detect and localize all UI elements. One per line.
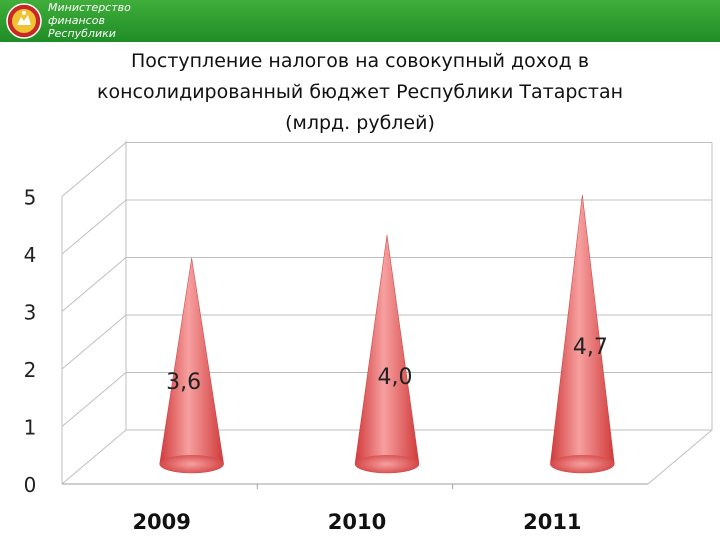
ministry-line: финансов (48, 14, 105, 27)
cone-base (159, 455, 224, 473)
side-gridline (61, 429, 127, 485)
x-tick-label: 2009 (132, 510, 190, 534)
cone-bar (159, 258, 224, 474)
cone-base (355, 455, 419, 473)
y-tick-label: 0 (24, 473, 37, 497)
x-tick-label: 2011 (523, 510, 581, 534)
side-gridline (61, 314, 127, 370)
ministry-line: Республики (48, 27, 116, 40)
ministry-line: Министерство (48, 1, 131, 14)
chart-title-line: Поступление налогов на совокупный доход … (130, 50, 590, 72)
y-tick-label: 5 (24, 186, 37, 210)
chart-title-line: консолидированный бюджет Республики Тата… (96, 81, 624, 103)
y-tick-label: 2 (24, 358, 37, 382)
chart-title-line: (млрд. рублей) (285, 112, 435, 134)
y-tick-label: 4 (24, 243, 37, 267)
tatarstan-emblem-icon (6, 3, 42, 39)
side-gridline (61, 372, 127, 427)
chart-title: Поступление налогов на совокупный доход … (20, 46, 700, 139)
ministry-name: Министерство финансов Республики (48, 1, 168, 40)
side-gridline (61, 257, 127, 312)
y-tick-label: 3 (24, 301, 37, 325)
cone-base (550, 455, 615, 473)
header-bar: Министерство финансов Республики (0, 0, 720, 42)
data-label: 3,6 (166, 370, 201, 395)
side-gridline (61, 199, 127, 255)
floor-right-edge (647, 429, 713, 485)
data-label: 4,7 (573, 335, 608, 360)
data-label: 4,0 (378, 365, 413, 390)
y-tick-label: 1 (24, 416, 37, 440)
side-gridline (61, 142, 127, 197)
x-tick-label: 2010 (328, 510, 386, 534)
cone-bar (550, 194, 615, 474)
cone-bar (354, 235, 420, 474)
